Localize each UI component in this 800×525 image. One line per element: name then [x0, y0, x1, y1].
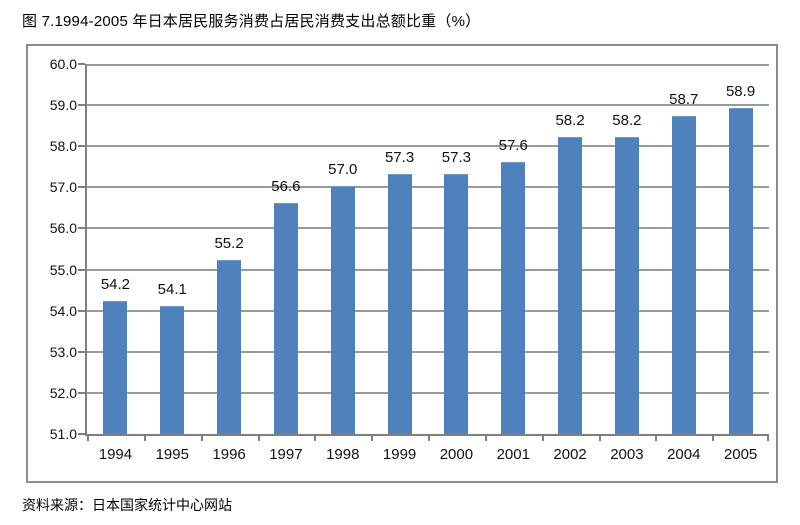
x-axis-label: 1994 [98, 446, 133, 463]
x-axis-tick [200, 434, 203, 441]
x-axis-tick [143, 434, 146, 441]
gridline [87, 227, 769, 230]
x-axis-tick [257, 434, 260, 441]
y-axis-label: 58.0 [49, 138, 77, 155]
y-axis-label: 59.0 [49, 97, 77, 114]
y-axis-tick [78, 433, 85, 435]
bar [217, 260, 242, 434]
y-axis-label: 52.0 [49, 384, 77, 401]
bar [160, 305, 185, 434]
y-axis-label: 53.0 [49, 343, 77, 360]
gridline [87, 104, 769, 107]
source-note: 资料来源：日本国家统计中心网站 [22, 497, 232, 513]
x-axis-label: 1999 [382, 446, 417, 463]
bar-value-label: 57.3 [441, 149, 471, 166]
gridline [87, 309, 769, 312]
x-axis-label: 2002 [553, 446, 587, 463]
bar-value-label: 57.3 [384, 149, 415, 166]
x-axis-tick [541, 434, 544, 441]
x-axis-tick [484, 434, 487, 441]
y-axis-tick [78, 186, 85, 189]
y-axis-label: 60.0 [49, 56, 77, 72]
x-axis-label: 1996 [212, 446, 246, 463]
gridline [87, 350, 769, 353]
y-axis-tick [78, 104, 85, 107]
bar [501, 161, 526, 434]
x-axis-label: 2005 [723, 446, 758, 463]
y-axis-label: 56.0 [49, 220, 77, 237]
bar-value-label: 54.2 [100, 276, 131, 294]
x-axis-label: 2001 [496, 446, 530, 463]
y-axis-label: 57.0 [49, 179, 77, 196]
bar [273, 202, 298, 434]
gridline [87, 391, 769, 394]
x-axis-tick [655, 434, 658, 441]
bar [444, 174, 469, 434]
bar-value-label: 58.2 [555, 112, 585, 129]
bar [671, 116, 696, 434]
x-axis-label: 2004 [667, 446, 701, 463]
bar-value-label: 56.6 [271, 177, 301, 195]
x-axis-tick [314, 434, 317, 441]
y-axis-tick [78, 309, 85, 312]
bar [387, 174, 412, 434]
y-axis-label: 54.0 [49, 302, 77, 319]
gridline [87, 268, 769, 271]
bar-value-label: 57.6 [498, 136, 528, 154]
x-axis-tick [371, 434, 374, 441]
x-axis-label: 2003 [610, 446, 644, 463]
bar-value-label: 58.2 [612, 112, 642, 129]
x-axis-label: 1997 [269, 446, 303, 463]
bar-value-label: 58.9 [725, 83, 756, 101]
x-axis-tick [87, 434, 89, 441]
gridline [87, 145, 769, 148]
chart-title: 图 7.1994-2005 年日本居民服务消费占居民消费支出总额比重（%） [22, 13, 481, 30]
gridline [87, 64, 769, 66]
x-axis-tick [767, 434, 769, 441]
bar-value-label: 58.7 [669, 91, 699, 109]
x-axis-tick [598, 434, 601, 441]
y-axis-tick [78, 350, 85, 353]
bar-value-label: 57.0 [328, 161, 358, 179]
bar [103, 301, 128, 434]
x-axis-label: 1998 [326, 446, 360, 463]
x-axis-tick [428, 434, 430, 441]
chart-frame: 51.0 52.0 53.0 54.0 55.0 56.0 57.0 58.0 59.0 60.0… [26, 44, 778, 483]
y-axis-tick [78, 268, 85, 271]
bar-value-label: 54.1 [157, 280, 187, 298]
x-axis-label: 1995 [155, 446, 189, 463]
bar [330, 186, 355, 434]
bar [728, 108, 753, 434]
x-axis-label: 2000 [439, 446, 474, 463]
bar [614, 137, 639, 434]
bar-value-label: 55.2 [214, 235, 244, 253]
y-axis-tick [78, 227, 85, 230]
y-axis-label: 55.0 [49, 261, 77, 278]
y-axis-tick [78, 145, 85, 148]
gridline [87, 186, 769, 189]
y-axis-tick [78, 63, 85, 65]
bar [558, 137, 583, 434]
y-axis-label: 51.0 [49, 426, 77, 442]
plot-area: 51.0 52.0 53.0 54.0 55.0 56.0 57.0 58.0 59.0 60.0… [50, 56, 769, 463]
x-axis-tick [712, 434, 715, 441]
y-axis-tick [78, 391, 85, 394]
